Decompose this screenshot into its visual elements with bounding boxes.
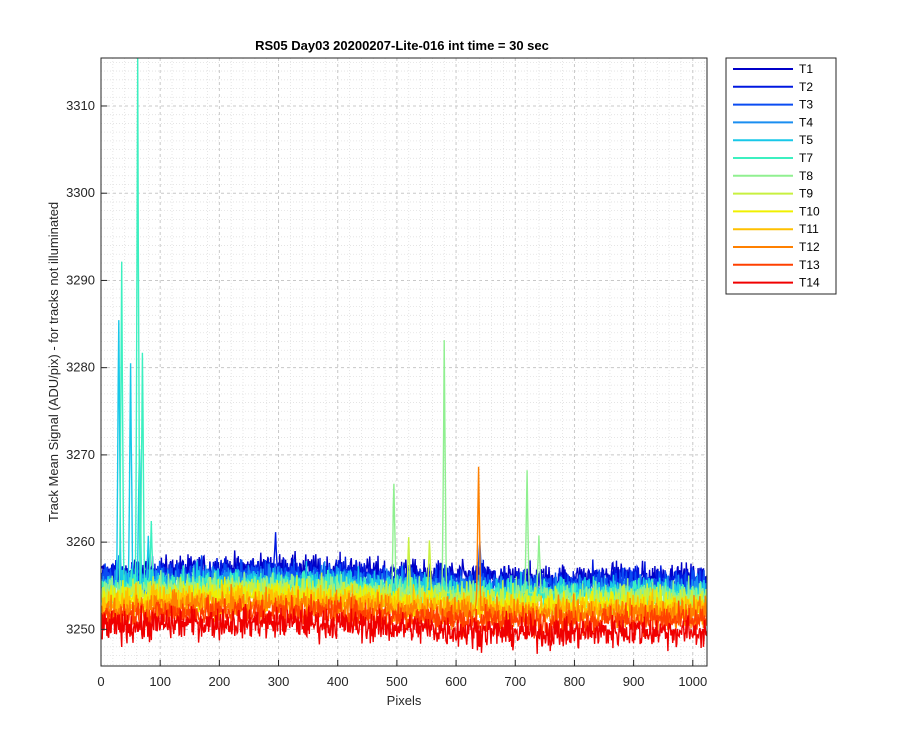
series-lines: [101, 58, 707, 654]
legend-label-t1: T1: [799, 62, 813, 76]
x-tick-label: 0: [97, 674, 104, 689]
legend-label-t9: T9: [799, 187, 813, 201]
legend-label-t4: T4: [799, 115, 813, 129]
legend-label-t7: T7: [799, 151, 813, 165]
x-tick-label: 700: [504, 674, 526, 689]
legend-label-t13: T13: [799, 258, 820, 272]
legend-label-t3: T3: [799, 98, 813, 112]
x-tick-label: 600: [445, 674, 467, 689]
legend-label-t5: T5: [799, 133, 813, 147]
series-line-t13: [101, 594, 707, 640]
series-line-t14: [101, 603, 707, 654]
legend-label-t8: T8: [799, 169, 813, 183]
y-tick-label: 3290: [66, 272, 95, 287]
y-tick-label: 3260: [66, 534, 95, 549]
legend-label-t14: T14: [799, 276, 820, 290]
legend-label-t11: T11: [799, 222, 819, 236]
y-tick-label: 3250: [66, 621, 95, 636]
x-tick-label: 100: [149, 674, 171, 689]
y-tick-label: 3280: [66, 360, 95, 375]
y-axis-label: Track Mean Signal (ADU/pix) - for tracks…: [46, 202, 61, 522]
legend: T1 T2 T3 T4 T5 T7 T8 T9 T10 T11 T12 T13 T14: [725, 57, 837, 295]
axis-ticks: 0 100 200 300 400 500 600 700 800 900 1000 3250 3260…: [66, 98, 707, 689]
x-tick-label: 800: [564, 674, 586, 689]
x-tick-label: 1000: [678, 674, 707, 689]
legend-label-t2: T2: [799, 80, 813, 94]
x-axis-label: Pixels: [387, 693, 422, 708]
y-tick-label: 3270: [66, 447, 95, 462]
chart-title: RS05 Day03 20200207-Lite-016 int time = …: [255, 38, 549, 53]
x-tick-label: 900: [623, 674, 645, 689]
x-tick-label: 500: [386, 674, 408, 689]
x-tick-label: 200: [209, 674, 231, 689]
x-tick-label: 400: [327, 674, 349, 689]
y-tick-label: 3310: [66, 98, 95, 113]
x-tick-label: 300: [268, 674, 290, 689]
plot-frame: [100, 57, 708, 667]
y-tick-label: 3300: [66, 185, 95, 200]
legend-label-t12: T12: [799, 240, 820, 254]
legend-label-t10: T10: [799, 204, 820, 218]
